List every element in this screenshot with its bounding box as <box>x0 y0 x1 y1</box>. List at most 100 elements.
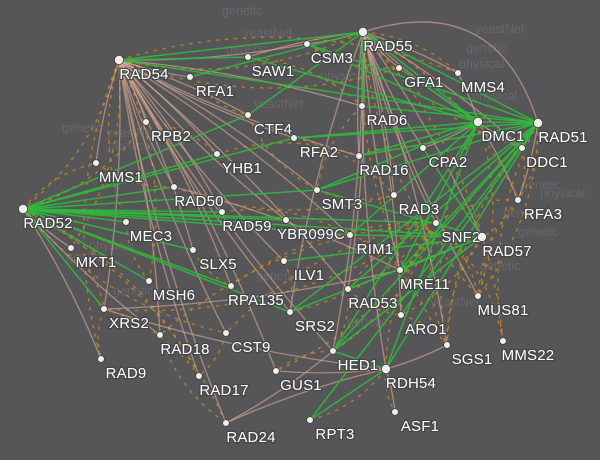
node-dot-rad18[interactable] <box>156 331 164 339</box>
node-dot-saw1[interactable] <box>244 53 252 61</box>
node-rad9[interactable]: RAD9 <box>97 355 148 383</box>
node-dot-rad53[interactable] <box>344 285 352 293</box>
node-ybr099c[interactable]: YBR099C <box>276 216 346 244</box>
node-rad57[interactable]: RAD57 <box>476 231 533 261</box>
node-dot-rad3[interactable] <box>390 191 398 199</box>
node-ilv1[interactable]: ILV1 <box>280 257 325 285</box>
node-dot-aro1[interactable] <box>397 311 405 319</box>
node-dot-rad50[interactable] <box>170 183 178 191</box>
node-rad6[interactable]: RAD6 <box>358 102 409 130</box>
node-xrs2[interactable]: XRS2 <box>100 305 150 333</box>
node-rfa2[interactable]: RFA2 <box>290 134 339 162</box>
node-rpt3[interactable]: RPT3 <box>306 416 356 444</box>
node-mec3[interactable]: MEC3 <box>122 218 173 246</box>
node-rad16[interactable]: RAD16 <box>355 152 410 180</box>
node-dot-mms22[interactable] <box>499 337 507 345</box>
node-rfa3[interactable]: RFA3 <box>514 196 563 224</box>
node-dot-mus81[interactable] <box>474 292 482 300</box>
node-dot-sgs1[interactable] <box>443 341 451 349</box>
node-dot-rad6[interactable] <box>358 102 366 110</box>
node-dot-rad9[interactable] <box>97 355 105 363</box>
node-rpb2[interactable]: RPB2 <box>142 118 192 146</box>
node-rad24[interactable]: RAD24 <box>222 419 277 447</box>
node-rfa1[interactable]: RFA1 <box>186 73 235 101</box>
node-hed1[interactable]: HED1 <box>329 347 380 375</box>
node-mms4[interactable]: MMS4 <box>454 69 506 97</box>
node-rad52[interactable]: RAD52 <box>17 203 74 233</box>
node-rad55[interactable]: RAD55 <box>357 26 414 56</box>
node-rpa135[interactable]: RPA135 <box>227 282 285 310</box>
node-dot-cst9[interactable] <box>222 329 230 337</box>
node-dot-ilv1[interactable] <box>280 257 288 265</box>
node-rad51[interactable]: RAD51 <box>533 118 589 147</box>
node-rad18[interactable]: RAD18 <box>156 331 211 359</box>
node-dot-msh6[interactable] <box>145 277 153 285</box>
node-dot-rad52[interactable] <box>17 203 28 214</box>
node-msh6[interactable]: MSH6 <box>145 277 196 305</box>
node-dot-mkt1[interactable] <box>67 244 75 252</box>
node-dot-mms4[interactable] <box>454 69 462 77</box>
node-dot-slx5[interactable] <box>189 246 197 254</box>
node-dot-ybr099c[interactable] <box>282 216 290 224</box>
node-rad53[interactable]: RAD53 <box>344 285 399 313</box>
node-cst9[interactable]: CST9 <box>222 329 272 357</box>
node-dot-rfa1[interactable] <box>186 73 194 81</box>
node-ddc1[interactable]: DDC1 <box>518 144 569 172</box>
node-mre11[interactable]: MRE11 <box>396 266 451 294</box>
node-mms1[interactable]: MMS1 <box>92 159 144 187</box>
node-dot-snf2[interactable] <box>432 219 440 227</box>
node-rad50[interactable]: RAD50 <box>170 183 225 211</box>
node-dot-ddc1[interactable] <box>518 144 526 152</box>
node-gus1[interactable]: GUS1 <box>272 367 323 395</box>
node-dot-mms1[interactable] <box>92 159 100 167</box>
node-dot-rfa2[interactable] <box>290 134 298 142</box>
node-dot-ctf4[interactable] <box>244 111 252 119</box>
node-dot-rfa3[interactable] <box>514 196 522 204</box>
node-ctf4[interactable]: CTF4 <box>244 111 293 139</box>
node-dot-rad16[interactable] <box>355 152 363 160</box>
node-rad59[interactable]: RAD59 <box>218 208 273 236</box>
node-mms22[interactable]: MMS22 <box>499 337 555 365</box>
node-dot-hed1[interactable] <box>329 347 337 355</box>
node-dot-asf1[interactable] <box>391 408 399 416</box>
node-snf2[interactable]: SNF2 <box>432 219 482 247</box>
node-dot-rpt3[interactable] <box>306 416 314 424</box>
node-dot-mre11[interactable] <box>396 266 404 274</box>
node-dot-csm3[interactable] <box>303 40 311 48</box>
node-rad3[interactable]: RAD3 <box>390 191 441 219</box>
node-dot-dmc1[interactable] <box>472 117 483 128</box>
node-dot-rad59[interactable] <box>218 208 226 216</box>
node-dot-rpb2[interactable] <box>142 118 150 126</box>
node-asf1[interactable]: ASF1 <box>391 408 440 436</box>
node-mus81[interactable]: MUS81 <box>474 292 530 320</box>
node-dot-rdh54[interactable] <box>380 363 391 374</box>
node-dot-rad17[interactable] <box>195 372 203 380</box>
node-dot-xrs2[interactable] <box>100 305 108 313</box>
node-dot-smt3[interactable] <box>313 186 321 194</box>
node-dot-srs2[interactable] <box>286 308 294 316</box>
node-dot-gfa1[interactable] <box>395 64 403 72</box>
node-dot-rad24[interactable] <box>222 419 230 427</box>
node-dot-mec3[interactable] <box>122 218 130 226</box>
node-dot-yhb1[interactable] <box>213 150 221 158</box>
node-yhb1[interactable]: YHB1 <box>213 150 263 178</box>
node-sgs1[interactable]: SGS1 <box>443 341 494 369</box>
node-aro1[interactable]: ARO1 <box>397 311 448 339</box>
node-dot-rim1[interactable] <box>346 231 354 239</box>
node-dot-gus1[interactable] <box>272 367 280 375</box>
node-slx5[interactable]: SLX5 <box>189 246 238 274</box>
node-dot-cpa2[interactable] <box>419 144 427 152</box>
node-dot-rad54[interactable] <box>114 55 125 66</box>
node-dot-rad57[interactable] <box>476 231 487 242</box>
node-dot-rad55[interactable] <box>357 26 368 37</box>
node-srs2[interactable]: SRS2 <box>286 308 336 336</box>
node-rad54[interactable]: RAD54 <box>114 55 170 84</box>
node-rad17[interactable]: RAD17 <box>195 372 250 400</box>
node-cpa2[interactable]: CPA2 <box>419 144 469 172</box>
node-saw1[interactable]: SAW1 <box>244 53 295 81</box>
node-smt3[interactable]: SMT3 <box>313 186 364 214</box>
node-dmc1[interactable]: DMC1 <box>472 117 526 146</box>
node-rim1[interactable]: RIM1 <box>346 231 394 259</box>
node-mkt1[interactable]: MKT1 <box>67 244 118 272</box>
